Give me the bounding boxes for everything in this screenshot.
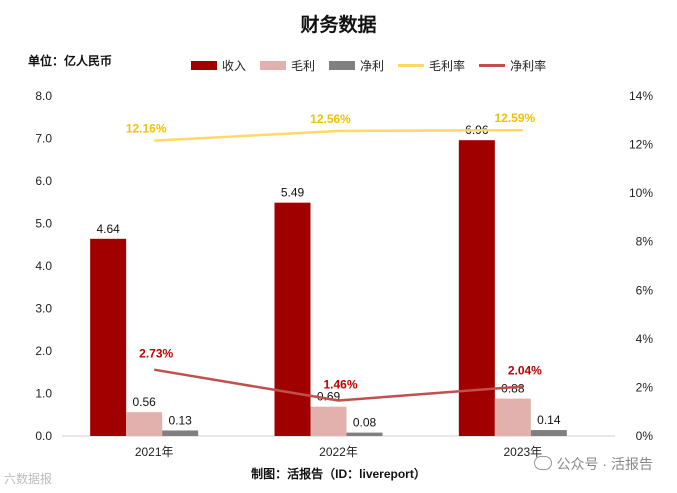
bar-revenue xyxy=(90,238,127,436)
left-axis-tick: 6.0 xyxy=(35,174,52,188)
legend-label-gross-margin: 毛利率 xyxy=(429,59,466,73)
bar-gross xyxy=(494,398,531,436)
line-data-label: 12.59% xyxy=(494,111,535,125)
bar-data-label: 5.49 xyxy=(281,186,305,200)
legend: 收入 毛利 净利 毛利率 净利率 xyxy=(191,57,560,74)
bar-data-label: 0.56 xyxy=(132,395,156,409)
watermark-right-text: 公众号 · 活报告 xyxy=(556,456,653,472)
bar-data-label: 0.14 xyxy=(537,413,561,427)
line-data-label: 2.04% xyxy=(508,363,542,377)
wechat-icon xyxy=(533,456,552,470)
legend-label-net: 净利 xyxy=(360,59,385,73)
left-axis-tick: 1.0 xyxy=(35,387,52,401)
left-axis-tick: 2.0 xyxy=(35,344,52,358)
left-axis-tick: 0.0 xyxy=(35,429,52,443)
watermark-right: 公众号 · 活报告 xyxy=(533,454,653,474)
bar-revenue xyxy=(458,140,495,436)
right-axis-tick: 12% xyxy=(629,138,653,152)
left-axis-tick: 8.0 xyxy=(35,89,52,103)
bar-data-label: 0.88 xyxy=(501,382,525,396)
watermark-left: 六数据报 xyxy=(4,472,53,486)
right-axis-tick: 6% xyxy=(636,283,654,297)
x-axis-tick: 2023年 xyxy=(503,445,542,459)
bar-data-label: 0.13 xyxy=(168,413,192,427)
legend-item-net-margin: 净利率 xyxy=(479,57,546,74)
legend-item-gross-margin: 毛利率 xyxy=(398,57,465,74)
unit-label: 单位：亿人民币 xyxy=(28,54,113,68)
left-axis-tick: 5.0 xyxy=(35,217,52,231)
bar-gross xyxy=(310,406,347,436)
legend-swatch-net xyxy=(329,61,356,70)
legend-label-gross: 毛利 xyxy=(291,59,316,73)
legend-swatch-gross xyxy=(260,61,287,70)
line-data-label: 12.56% xyxy=(310,112,351,126)
right-axis-tick: 4% xyxy=(636,332,654,346)
legend-swatch-gross-margin xyxy=(398,64,425,67)
right-axis-tick: 0% xyxy=(636,429,654,443)
bar-revenue xyxy=(274,202,311,436)
legend-item-net: 净利 xyxy=(329,57,384,74)
credit-text: 制图：活报告（ID：livereport） xyxy=(251,467,426,481)
legend-label-revenue: 收入 xyxy=(222,59,247,73)
chart-title: 财务数据 xyxy=(300,15,377,36)
x-axis-tick: 2021年 xyxy=(135,445,174,459)
bar-net xyxy=(162,430,199,436)
line-data-label: 2.73% xyxy=(139,347,173,361)
legend-item-revenue: 收入 xyxy=(191,57,246,74)
bar-data-label: 4.64 xyxy=(96,222,120,236)
right-axis-tick: 8% xyxy=(636,235,654,249)
left-axis-tick: 4.0 xyxy=(35,259,52,273)
bar-data-label: 0.08 xyxy=(353,416,377,430)
x-axis-tick: 2022年 xyxy=(319,445,358,459)
right-axis-tick: 14% xyxy=(629,89,653,103)
line-data-label: 12.16% xyxy=(126,122,167,136)
legend-label-net-margin: 净利率 xyxy=(510,59,547,73)
line-data-label: 1.46% xyxy=(323,378,357,392)
left-axis-tick: 7.0 xyxy=(35,132,52,146)
left-axis-tick: 3.0 xyxy=(35,302,52,316)
legend-item-gross: 毛利 xyxy=(260,57,315,74)
legend-swatch-net-margin xyxy=(479,64,506,67)
bar-gross xyxy=(126,412,163,436)
bar-net xyxy=(346,432,383,436)
right-axis-tick: 2% xyxy=(636,380,654,394)
bar-net xyxy=(530,430,567,436)
legend-swatch-revenue xyxy=(191,61,217,70)
right-axis-tick: 10% xyxy=(629,186,653,200)
